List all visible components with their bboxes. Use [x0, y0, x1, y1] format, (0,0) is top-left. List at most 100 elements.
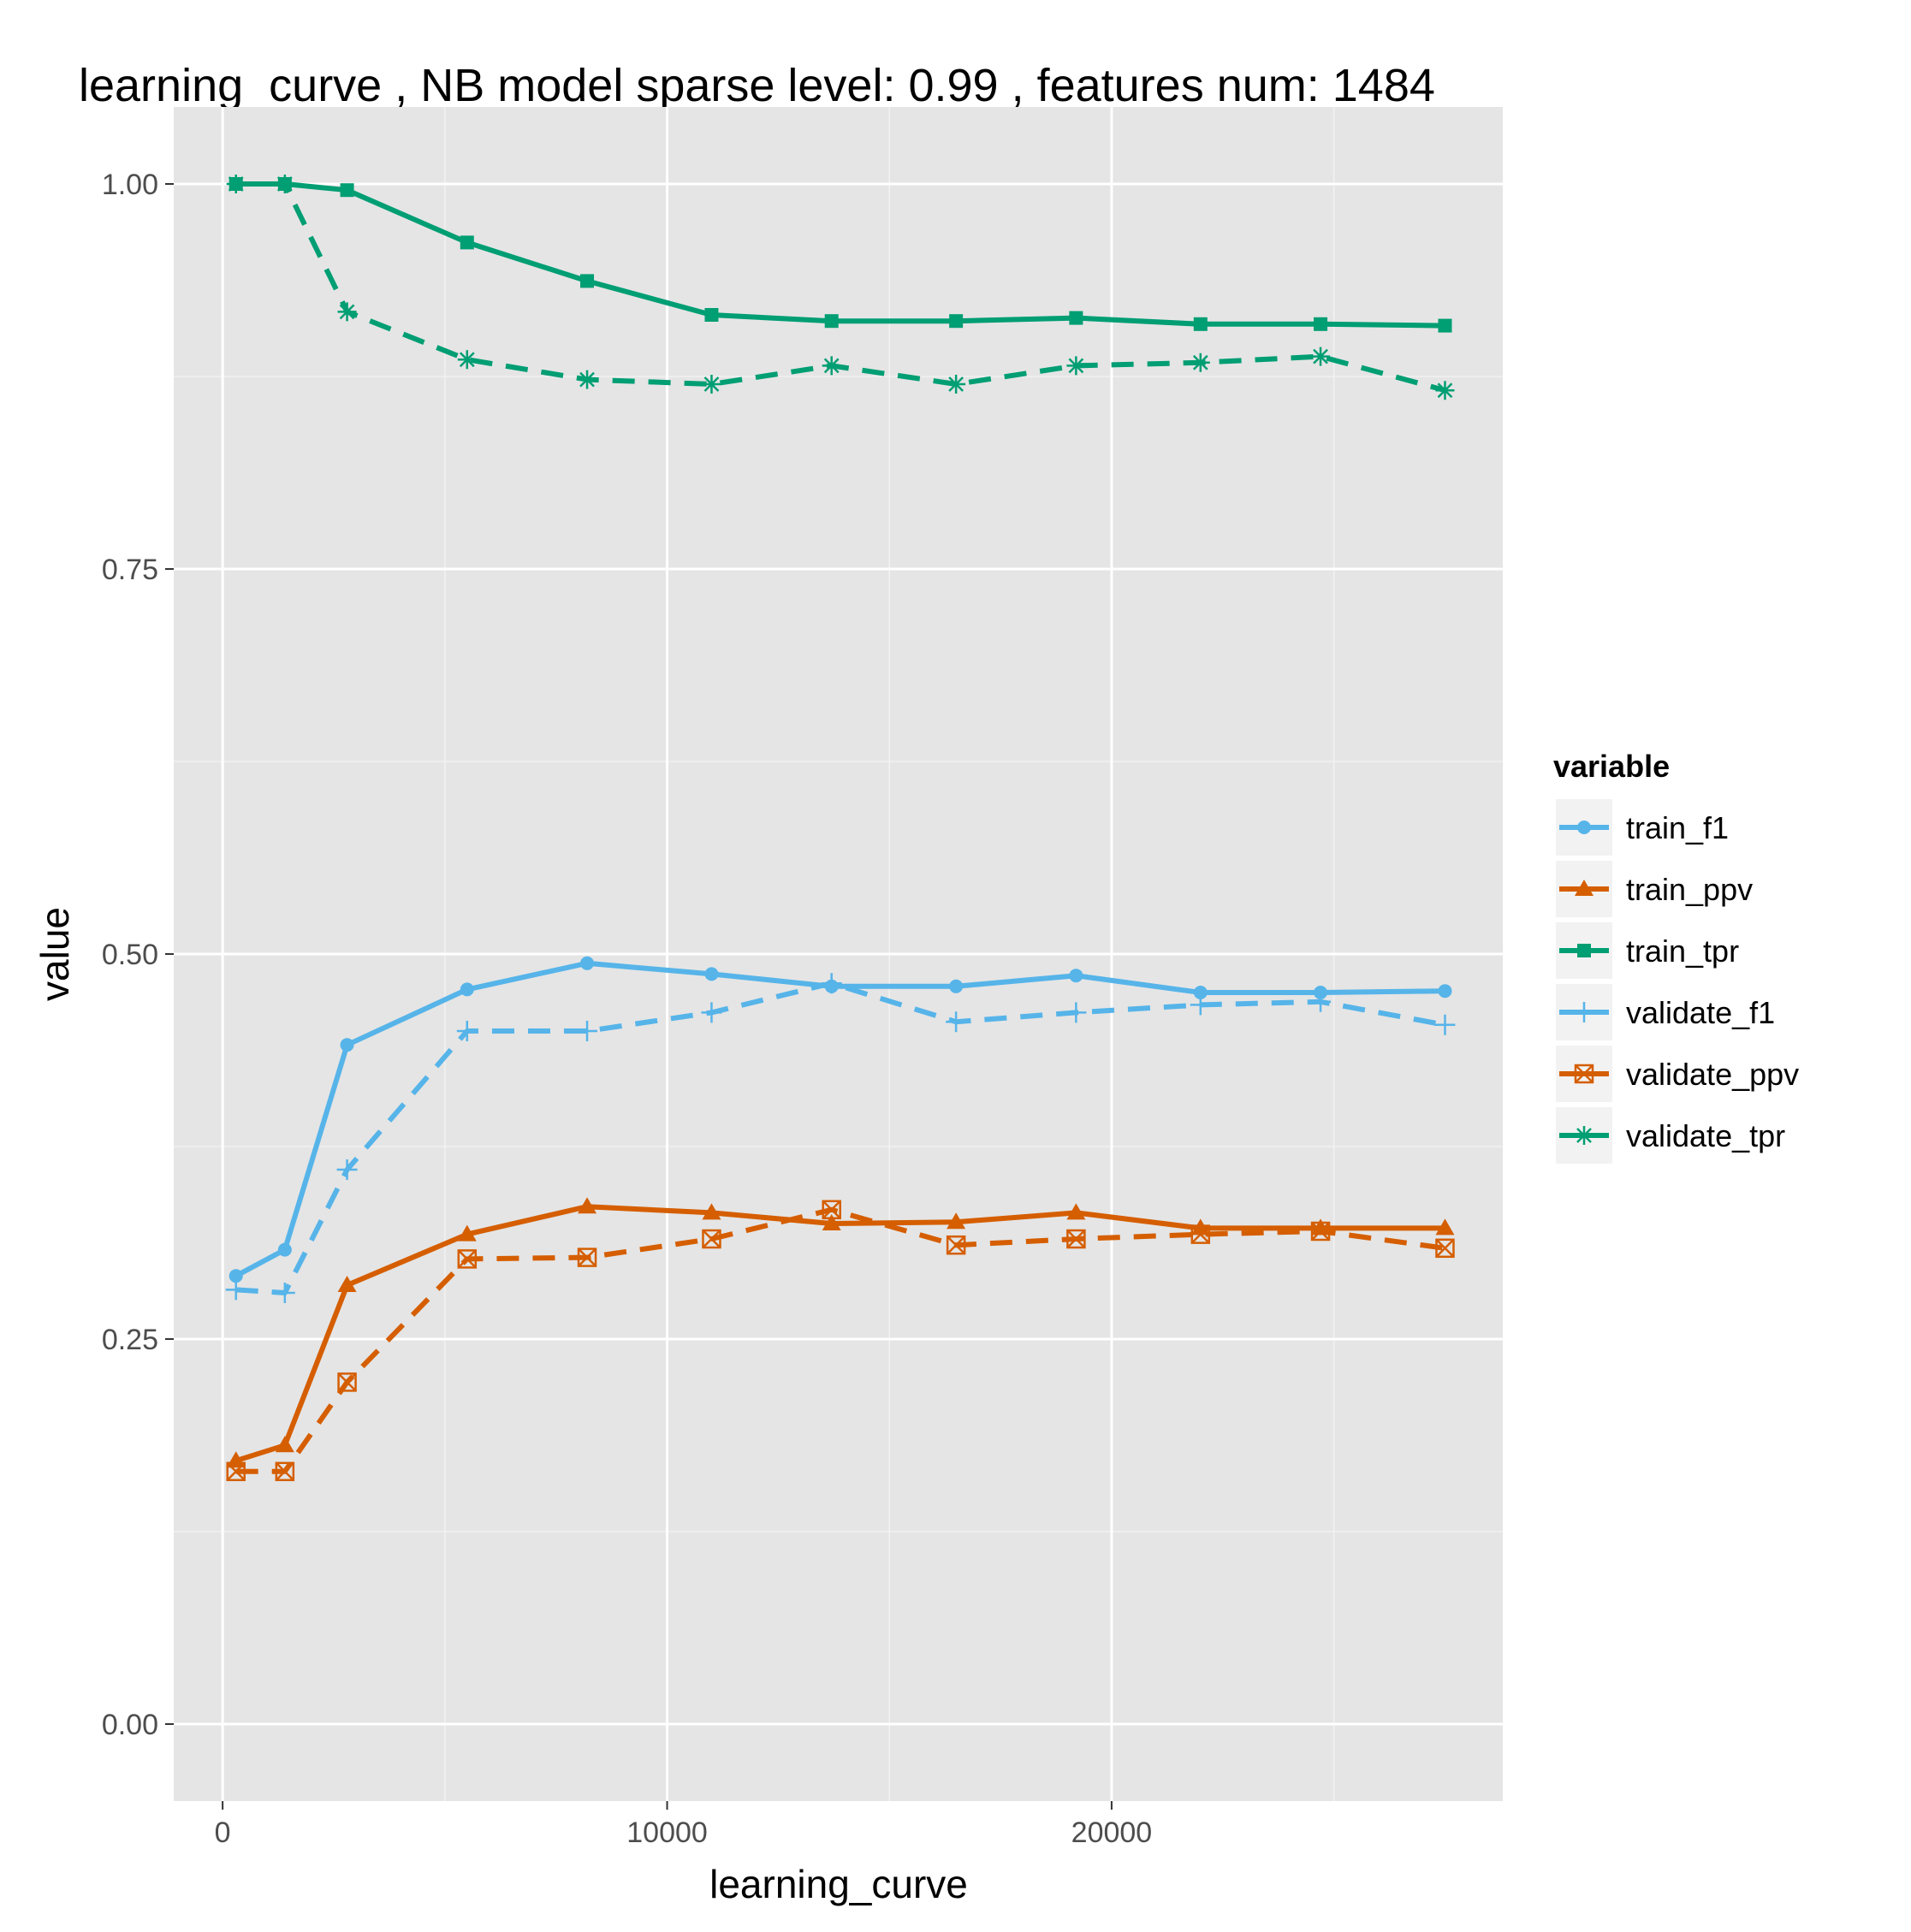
point-validate_f1 [1190, 994, 1211, 1016]
point-train_tpr [1438, 318, 1452, 333]
point-validate_f1 [1065, 1002, 1087, 1023]
series-line-validate_tpr [235, 181, 1446, 394]
series-markers [225, 175, 1456, 1482]
point-train_f1 [1069, 969, 1083, 983]
point-train_ppv [578, 1197, 597, 1214]
point-train_tpr [704, 308, 719, 322]
point-validate_ppv-box [337, 1372, 357, 1392]
point-train_f1 [1438, 984, 1452, 999]
point-validate_f1 [946, 1011, 967, 1033]
legend-title: variable [1553, 749, 1670, 784]
point-validate_ppv [822, 1200, 841, 1220]
point-validate_ppv-box [275, 1461, 295, 1482]
point-validate_tpr [1190, 353, 1210, 372]
point-validate_ppv-cross [1435, 1238, 1455, 1258]
y-tick-label: 0.75 [102, 554, 158, 586]
y-tick-labels: 0.00 0.25 0.50 0.75 1.00 [102, 169, 158, 1741]
y-tick-label: 0.50 [102, 939, 158, 971]
y-tick-label: 0.00 [102, 1709, 158, 1741]
legend-key-marker [1577, 944, 1591, 957]
axis-ticks [165, 183, 1113, 1810]
point-validate_ppv-box [822, 1200, 841, 1220]
point-train_tpr [340, 183, 354, 198]
point-validate_ppv-cross [457, 1249, 477, 1269]
point-validate_ppv [457, 1249, 478, 1269]
point-validate_tpr [578, 370, 597, 389]
point-train_ppv [275, 1436, 294, 1453]
point-train_ppv [1311, 1218, 1331, 1236]
point-train_ppv [337, 1276, 357, 1292]
point-validate_ppv-cross [578, 1248, 596, 1267]
legend-key-marker [1577, 821, 1591, 834]
point-validate_f1 [821, 973, 842, 994]
point-validate_ppv-box [1190, 1224, 1211, 1244]
point-train_f1 [340, 1038, 354, 1052]
point-validate_ppv [275, 1461, 295, 1482]
point-validate_ppv [946, 1235, 966, 1255]
point-validate_ppv-box [1310, 1221, 1331, 1242]
point-validate_ppv-cross [822, 1200, 841, 1219]
point-train_ppv [1435, 1218, 1455, 1236]
point-train_f1 [1193, 986, 1208, 999]
point-validate_f1 [274, 1283, 295, 1303]
point-validate_ppv-cross [702, 1230, 721, 1248]
point-validate_f1 [577, 1021, 598, 1041]
point-validate_ppv [1066, 1229, 1086, 1249]
point-train_f1 [277, 1242, 292, 1257]
legend-label: train_f1 [1626, 810, 1729, 845]
point-validate_ppv [1435, 1238, 1455, 1259]
point-train_tpr [949, 314, 964, 329]
point-train_ppv [947, 1212, 966, 1230]
point-validate_ppv-box [1066, 1229, 1086, 1249]
point-train_ppv [457, 1224, 477, 1242]
legend-key-marker-box [1574, 1064, 1594, 1084]
point-train_ppv [702, 1203, 721, 1220]
point-train_f1 [460, 982, 474, 997]
point-validate_f1 [336, 1159, 358, 1180]
x-tick-label: 10000 [626, 1816, 708, 1849]
point-validate_ppv-cross [1066, 1230, 1086, 1248]
point-validate_f1 [1434, 1014, 1456, 1035]
x-tick-label: 20000 [1071, 1816, 1153, 1849]
point-train_tpr [1314, 317, 1328, 331]
point-validate_tpr [1435, 381, 1455, 400]
point-train_ppv [822, 1214, 841, 1230]
point-validate_ppv-cross [226, 1461, 246, 1481]
y-tick-label: 1.00 [102, 169, 158, 201]
y-tick-label: 0.25 [102, 1324, 158, 1356]
legend-key-marker [1575, 1126, 1593, 1145]
x-tick-label: 0 [215, 1816, 231, 1849]
series-lines [234, 181, 1446, 1474]
point-train_tpr [580, 274, 595, 288]
point-validate_tpr [947, 375, 966, 394]
point-validate_ppv [577, 1248, 597, 1267]
series-line-train_f1 [234, 960, 1445, 1278]
point-validate_tpr [275, 175, 294, 193]
point-validate_f1 [1310, 991, 1332, 1012]
legend-label: train_ppv [1626, 872, 1753, 907]
point-validate_ppv-box [457, 1249, 478, 1269]
point-validate_tpr [226, 175, 246, 193]
point-validate_tpr [1066, 356, 1086, 376]
point-train_ppv [1066, 1203, 1086, 1220]
point-train_tpr [1193, 317, 1208, 331]
point-train_f1 [580, 956, 595, 970]
series-line-validate_f1 [235, 981, 1446, 1295]
y-axis-title: value [33, 907, 77, 1001]
point-validate_ppv [226, 1461, 246, 1482]
point-validate_ppv-cross [947, 1236, 966, 1255]
series-line-train_tpr [235, 181, 1445, 329]
legend-label: validate_ppv [1626, 1057, 1799, 1092]
x-axis-title: learning_curve [709, 1862, 968, 1906]
x-tick-labels: 0 10000 20000 [215, 1816, 1153, 1849]
point-validate_f1 [225, 1279, 246, 1301]
point-validate_ppv-box [226, 1461, 246, 1482]
legend-label: train_tpr [1626, 933, 1739, 969]
point-validate_ppv-box [1435, 1238, 1455, 1259]
point-validate_f1 [701, 1002, 722, 1023]
point-validate_ppv-cross [275, 1461, 294, 1481]
legend: variable train_f1 train_ppv train_tprvalid… [1553, 749, 1799, 1164]
legend-key-marker [1574, 1002, 1594, 1022]
point-validate_tpr [702, 375, 721, 394]
